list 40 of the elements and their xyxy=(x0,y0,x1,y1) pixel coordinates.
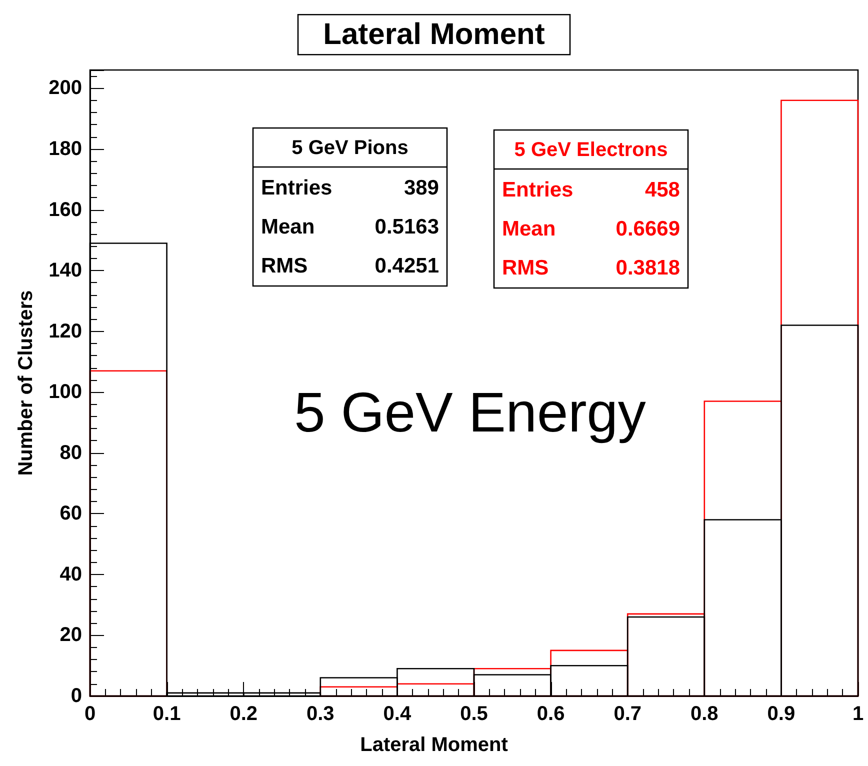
y-tick-label: 120 xyxy=(48,320,82,342)
annotation: Mean xyxy=(261,216,315,238)
x-tick-label: 0.5 xyxy=(460,703,488,725)
y-tick-label: 20 xyxy=(60,624,82,646)
y-tick-label: 40 xyxy=(60,563,82,586)
annotation: 0.4251 xyxy=(374,254,440,278)
x-tick-label: 0.2 xyxy=(230,703,258,725)
x-tick-label: 0.7 xyxy=(614,703,642,725)
annotation: Entries xyxy=(261,176,332,200)
x-tick-label: 0.9 xyxy=(767,703,796,725)
x-tick-label: 0.8 xyxy=(690,703,718,725)
annotation: Mean xyxy=(502,218,556,240)
annotation: RMS xyxy=(261,254,308,278)
x-tick-label: 0 xyxy=(84,703,96,725)
x-tick-label: 0.6 xyxy=(536,703,565,725)
annotation: Entries xyxy=(502,178,574,202)
x-tick-label: 0.4 xyxy=(383,703,412,725)
y-tick-label: 180 xyxy=(48,138,82,160)
text: 5 GeV Electrons xyxy=(514,139,668,161)
y-tick-label: 140 xyxy=(48,260,82,282)
y-tick-label: 160 xyxy=(48,198,82,221)
chart-title: Lateral Moment xyxy=(323,18,545,52)
x-axis-title: Lateral Moment xyxy=(360,734,508,756)
y-tick-label: 0 xyxy=(70,685,82,707)
annotation: 0.5163 xyxy=(374,216,439,238)
x-tick-label: 1 xyxy=(852,703,864,725)
y-tick-label: 60 xyxy=(60,502,82,525)
annotation: 458 xyxy=(644,178,680,202)
annotation: 389 xyxy=(404,176,439,200)
y-tick-label: 80 xyxy=(60,442,82,464)
annotation: 5 GeV Energy xyxy=(294,380,646,444)
x-tick-label: 0.1 xyxy=(152,703,181,725)
y-axis-title: Number of Clusters xyxy=(15,290,37,476)
annotation: 0.3818 xyxy=(616,256,680,280)
y-tick-label: 200 xyxy=(48,77,82,100)
y-tick-label: 100 xyxy=(48,381,82,404)
text: 5 GeV Pions xyxy=(292,137,408,159)
annotation: 0.6669 xyxy=(616,218,680,240)
annotation: RMS xyxy=(502,256,549,280)
x-tick-label: 0.3 xyxy=(306,703,334,725)
